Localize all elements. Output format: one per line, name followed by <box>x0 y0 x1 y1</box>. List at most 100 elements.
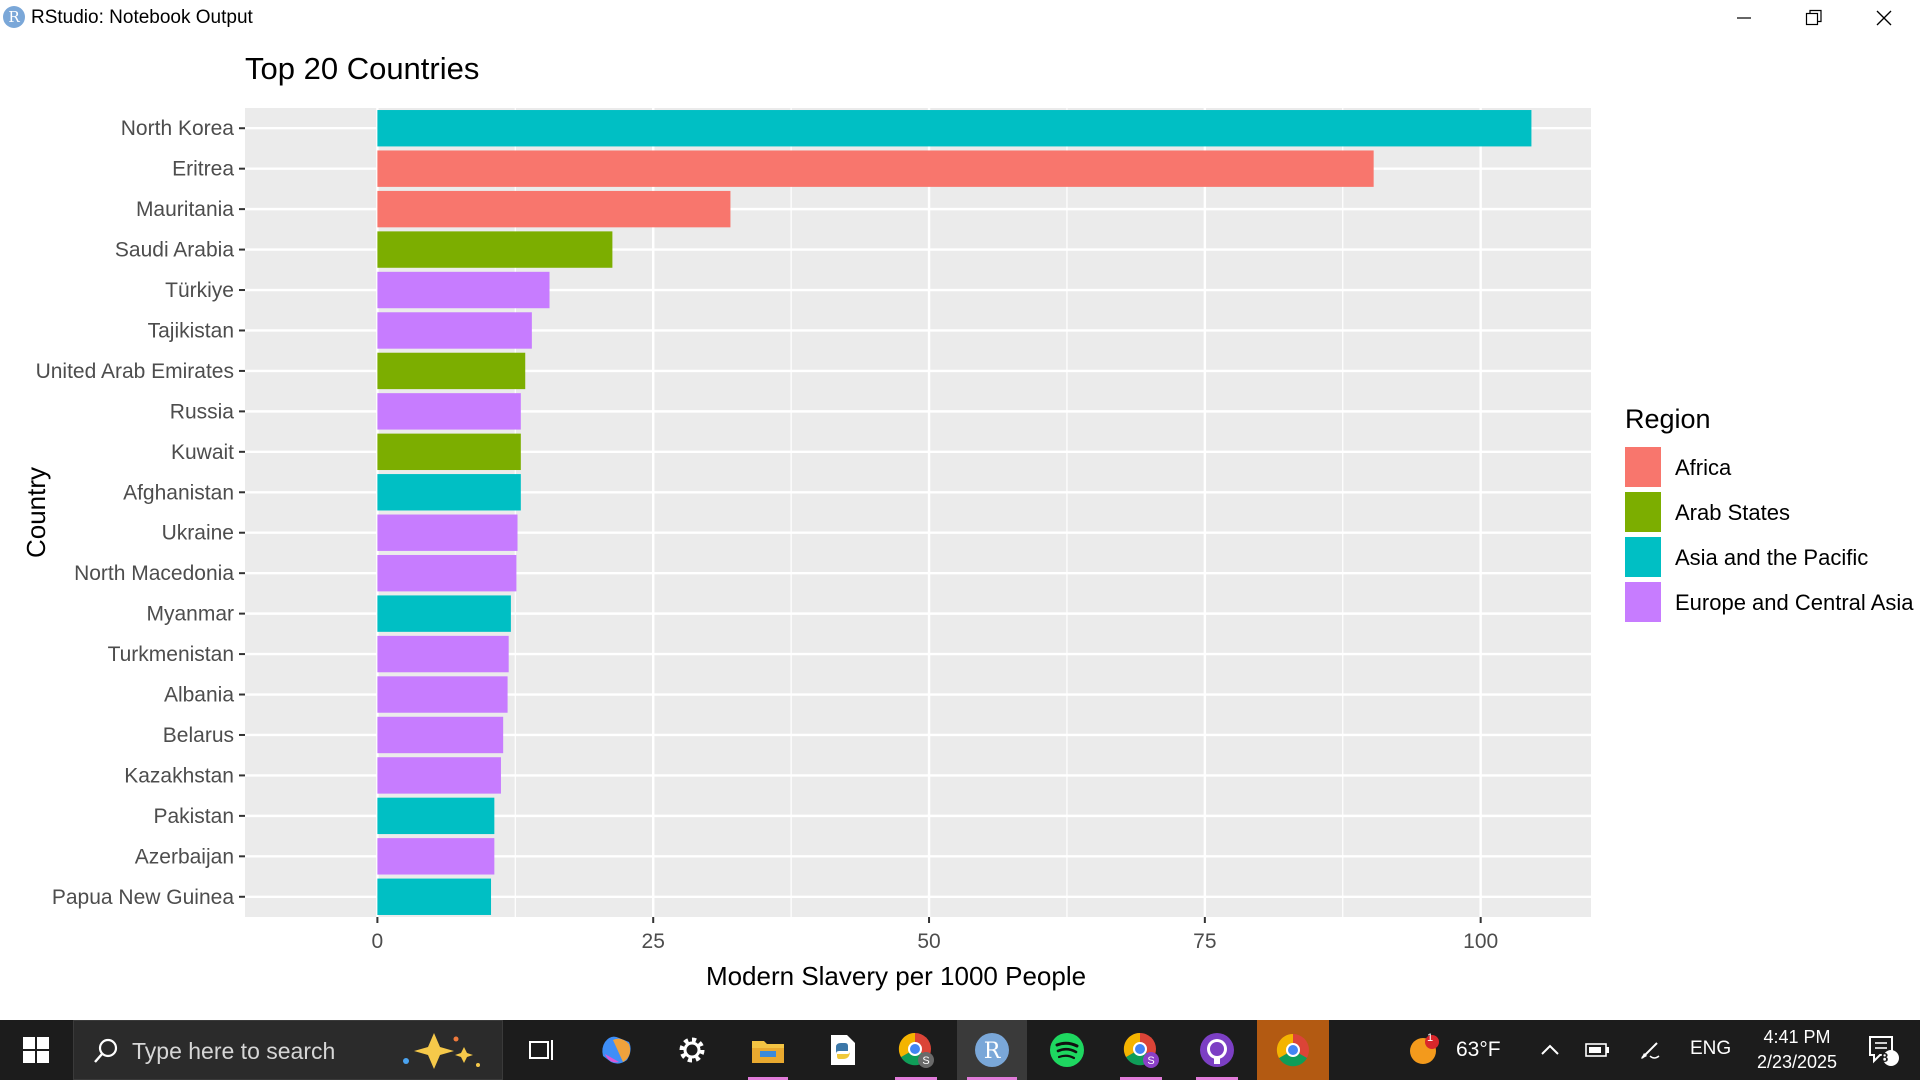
bar <box>377 352 526 390</box>
bar <box>377 433 521 471</box>
spotify-app-button[interactable] <box>1040 1020 1094 1080</box>
y-tick-label: Eritrea <box>172 158 234 181</box>
task-view-button[interactable] <box>516 1020 566 1080</box>
x-tick-label: 75 <box>1193 930 1216 953</box>
spotify-icon <box>1050 1033 1084 1067</box>
legend-label: Africa <box>1675 455 1732 480</box>
github-desktop-button[interactable] <box>1186 1020 1248 1080</box>
clock-date: 2/23/2025 <box>1756 1052 1838 1072</box>
y-tick-label: Papua New Guinea <box>52 886 234 909</box>
restore-button[interactable] <box>1779 0 1849 36</box>
python-file-icon <box>831 1035 855 1065</box>
gear-icon <box>679 1037 705 1063</box>
pen-menu-button[interactable] <box>1630 1020 1670 1080</box>
bar <box>377 474 521 511</box>
chrome-icon: S <box>1123 1032 1159 1068</box>
bar <box>377 797 495 835</box>
y-tick-label: North Macedonia <box>74 562 234 585</box>
legend-label: Europe and Central Asia <box>1675 590 1914 615</box>
pen-icon <box>1641 1042 1660 1059</box>
settings-app-button[interactable] <box>665 1020 719 1080</box>
y-tick-label: Kazakhstan <box>124 764 234 787</box>
chrome-icon <box>1276 1033 1309 1067</box>
battery-status[interactable] <box>1580 1020 1616 1080</box>
bar <box>377 635 509 673</box>
clock-time: 4:41 PM <box>1763 1027 1831 1047</box>
y-axis: North Korea Eritrea Mauritania Saudi Arabia… <box>36 117 245 909</box>
chrome-active-button[interactable] <box>1257 1020 1329 1080</box>
close-button[interactable] <box>1849 0 1919 36</box>
legend: Region Africa Arab States Asia and the Pac… <box>1625 404 1914 622</box>
weather-widget[interactable]: 1 63°F <box>1400 1020 1530 1080</box>
r-icon: R <box>975 1033 1009 1067</box>
copilot-icon <box>602 1036 631 1064</box>
svg-text:S: S <box>1147 1055 1154 1067</box>
y-tick-label: Russia <box>170 400 235 423</box>
start-button[interactable] <box>0 1020 72 1080</box>
svg-text:S: S <box>922 1055 929 1067</box>
battery-icon <box>1585 1043 1609 1057</box>
bar <box>377 757 501 794</box>
y-tick-label: Myanmar <box>146 603 234 626</box>
bar <box>377 190 731 228</box>
notification-icon <box>1869 1036 1899 1066</box>
x-tick-label: 50 <box>917 930 940 953</box>
x-tick-label: 25 <box>642 930 665 953</box>
close-icon <box>1876 10 1892 26</box>
legend-key <box>1625 492 1661 532</box>
bar <box>377 110 1532 147</box>
legend-key <box>1625 582 1661 622</box>
taskbar-search-box[interactable]: Type here to search <box>73 1020 503 1080</box>
show-hidden-icons-button[interactable] <box>1535 1020 1565 1080</box>
file-explorer-button[interactable] <box>738 1020 798 1080</box>
python-app-button[interactable] <box>815 1020 869 1080</box>
x-axis-label: Modern Slavery per 1000 People <box>706 961 1086 991</box>
minimize-button[interactable] <box>1709 0 1779 36</box>
weather-sun-icon <box>1410 1035 1439 1064</box>
chrome-profile-s-button[interactable]: S <box>885 1020 947 1080</box>
rstudio-icon: R <box>3 6 25 28</box>
weather-badge: 1 <box>1427 1032 1434 1044</box>
chrome-profile-s-purple-button[interactable]: S <box>1110 1020 1172 1080</box>
x-axis: 0 25 50 75 100 <box>372 917 1498 953</box>
app-running-indicator <box>1196 1077 1238 1080</box>
y-tick-label: Kuwait <box>171 441 234 464</box>
chevron-up-icon <box>1541 1044 1559 1055</box>
search-placeholder: Type here to search <box>132 1038 336 1064</box>
chart-title: Top 20 Countries <box>245 51 479 86</box>
y-tick-label: Saudi Arabia <box>115 239 234 262</box>
bar <box>377 231 613 268</box>
language-indicator[interactable]: ENG <box>1690 1038 1732 1059</box>
copilot-app-button[interactable] <box>590 1020 644 1080</box>
y-tick-label: Ukraine <box>162 522 234 545</box>
legend-key <box>1625 447 1661 487</box>
y-tick-label: Mauritania <box>136 198 234 221</box>
bar <box>377 716 504 754</box>
y-tick-label: Türkiye <box>165 279 234 302</box>
bar <box>377 271 550 309</box>
bar <box>377 554 517 592</box>
legend-label: Asia and the Pacific <box>1675 545 1868 570</box>
svg-text:R: R <box>984 1039 1002 1064</box>
y-tick-label: Afghanistan <box>123 481 234 504</box>
search-icon <box>94 1038 118 1063</box>
y-tick-label: Tajikistan <box>148 319 234 342</box>
window-title: RStudio: Notebook Output <box>31 7 253 28</box>
bar <box>377 514 518 551</box>
x-tick-label: 100 <box>1463 930 1498 953</box>
bars <box>377 110 1532 915</box>
x-tick-label: 0 <box>372 930 384 953</box>
bar <box>377 595 511 632</box>
notification-center-button[interactable]: 8 <box>1856 1020 1910 1080</box>
y-tick-label: United Arab Emirates <box>36 360 234 383</box>
rstudio-app-button[interactable]: R <box>957 1020 1027 1080</box>
y-tick-label: Belarus <box>163 724 234 747</box>
legend-title: Region <box>1625 404 1711 434</box>
folder-icon <box>752 1041 784 1063</box>
bar <box>377 676 508 713</box>
restore-icon <box>1805 9 1822 26</box>
copilot-sparkle-icon <box>403 1033 480 1069</box>
y-tick-label: Turkmenistan <box>108 643 234 666</box>
bar <box>377 838 495 875</box>
clock[interactable]: 4:41 PM 2/23/2025 <box>1742 1020 1852 1080</box>
